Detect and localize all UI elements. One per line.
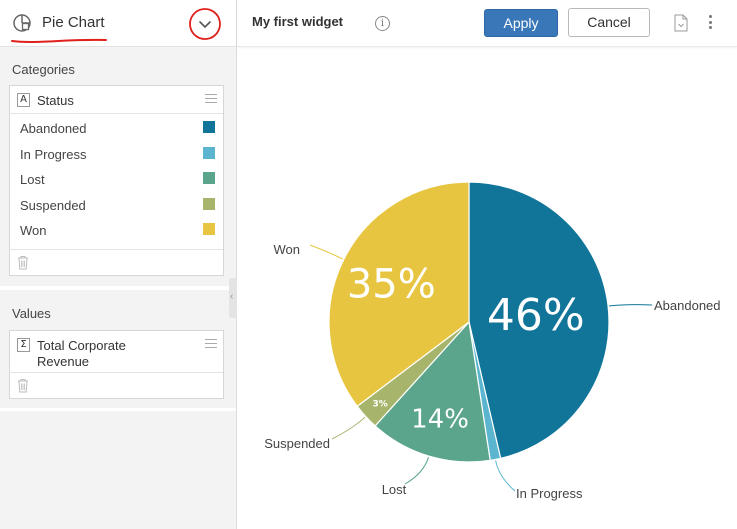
widget-toolbar: My first widget i Apply Cancel [237,0,737,47]
color-swatch[interactable] [203,197,215,210]
leader-line-lost [404,456,429,485]
trash-icon[interactable] [17,378,29,393]
slice-label-won: Won [274,242,301,257]
leader-line-suspended [331,416,366,440]
category-legend-list: Abandoned In Progress Lost Suspended Won [10,115,223,243]
legend-item: Suspended [10,192,223,218]
info-icon[interactable]: i [375,16,390,31]
value-remove-row [10,372,223,398]
chart-type-dropdown-button[interactable] [186,6,224,42]
legend-item: Abandoned [10,115,223,141]
leader-line-won [309,244,344,260]
value-field-label-line2: Revenue [37,354,90,369]
leader-line-abandoned [609,304,653,307]
slice-label-suspended: Suspended [264,436,330,451]
more-options-icon[interactable] [709,15,713,31]
slice-value-lost: 14% [411,405,469,435]
categories-title: Categories [12,62,75,77]
export-icon[interactable] [674,14,688,32]
slice-value-won: 35% [347,261,436,307]
color-swatch[interactable] [203,223,215,235]
slice-label-abandoned: Abandoned [654,298,721,313]
legend-item: Lost [10,166,223,192]
pie-chart-icon [13,14,31,32]
slice-value-suspended: 3% [373,399,388,409]
slice-value-abandoned: 46% [487,290,585,341]
red-underline-annotation [11,38,107,43]
category-field-label: Status [37,93,74,108]
color-swatch[interactable] [203,121,215,133]
drag-handle-icon[interactable] [205,94,217,104]
legend-item-label: Abandoned [20,121,87,136]
leader-line-in-progress [495,460,516,492]
color-swatch[interactable] [203,172,215,184]
apply-button[interactable]: Apply [484,9,558,37]
widget-title[interactable]: My first widget [252,14,344,29]
pie-slice-abandoned[interactable] [468,181,610,460]
chart-type-label: Pie Chart [42,14,105,31]
pie-chart: Abandoned In Progress Lost Suspended Won 46%… [264,181,721,501]
values-title: Values [12,306,51,321]
chevron-left-icon: ‹ [230,291,234,302]
category-remove-row [10,249,223,275]
value-field-label: Total Corporate Revenue [37,338,126,370]
collapse-sidebar-handle[interactable]: ‹ [229,278,237,318]
value-field[interactable]: Σ Total Corporate Revenue [10,331,223,373]
legend-item: Won [10,217,223,243]
cancel-button[interactable]: Cancel [568,8,650,37]
legend-item-label: Won [20,223,47,238]
chevron-down-icon [189,8,221,40]
slice-label-in-progress: In Progress [516,486,583,501]
pie-slice-won[interactable] [328,181,470,408]
legend-item-label: Lost [20,172,45,187]
values-panel: Σ Total Corporate Revenue [9,330,224,399]
chart-type-selector[interactable]: Pie Chart [0,0,236,47]
color-swatch[interactable] [203,146,215,159]
pie-slice-lost[interactable] [374,320,491,463]
section-divider [0,286,236,290]
trash-icon[interactable] [17,255,29,270]
legend-item-label: In Progress [20,146,87,162]
value-field-label-line1: Total Corporate [37,338,126,353]
sum-type-icon: Σ [17,338,30,352]
legend-item-label: Suspended [20,197,86,213]
text-type-icon: A [17,93,30,107]
categories-panel: A Status Abandoned In Progress Lost Susp… [9,85,224,276]
section-divider [0,408,236,411]
category-field[interactable]: A Status [10,86,223,114]
widget-editor-sidebar: Pie Chart Categories A Status Abandoned … [0,0,237,529]
legend-item: In Progress [10,141,223,167]
slice-label-lost: Lost [382,482,407,497]
drag-handle-icon[interactable] [205,339,217,349]
